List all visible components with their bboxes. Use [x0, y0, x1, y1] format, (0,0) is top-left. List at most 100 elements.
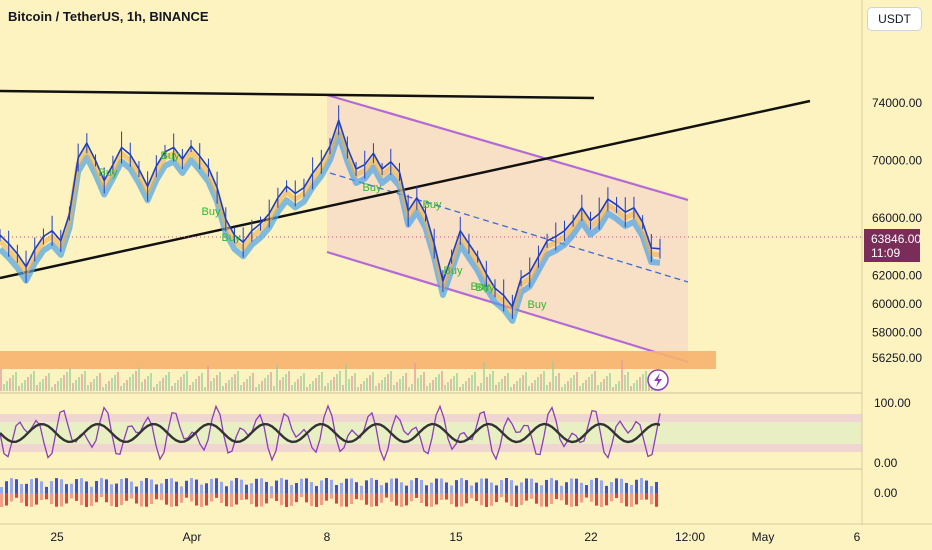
volume-bar — [102, 387, 104, 391]
volume-bar — [546, 385, 548, 391]
histogram-bar-up — [585, 485, 588, 493]
histogram-bar-up — [550, 478, 553, 493]
volume-bar — [447, 382, 449, 391]
volume-bar — [93, 379, 95, 391]
volume-bar — [507, 373, 509, 391]
volume-bar — [465, 381, 467, 391]
histogram-bar-down — [520, 493, 523, 505]
volume-bar — [9, 378, 11, 391]
histogram-bar-up — [195, 479, 198, 493]
volume-bar — [144, 379, 146, 391]
histogram-bar-up — [75, 479, 78, 493]
histogram-bar-up — [490, 482, 493, 493]
volume-bar — [51, 387, 53, 391]
last-price-tag[interactable]: 63846.00 11:09 — [864, 229, 921, 262]
histogram-bar-down — [555, 493, 558, 500]
histogram-bar-down — [295, 493, 298, 503]
volume-bar — [273, 386, 275, 391]
volume-bar — [135, 371, 137, 391]
channel-upper-line[interactable] — [326, 93, 689, 202]
oscillator-line[interactable] — [0, 404, 661, 462]
histogram-bar-down — [25, 493, 28, 507]
volume-bar — [297, 379, 299, 391]
hist-tick-0: 0.00 — [874, 486, 898, 500]
time-tick-label: Apr — [183, 530, 202, 544]
volume-bar — [600, 382, 602, 391]
candle-wicks — [0, 105, 661, 319]
currency-button[interactable]: USDT — [867, 7, 922, 31]
histogram-bar-down — [310, 493, 313, 506]
channel-median-line[interactable] — [329, 172, 689, 283]
volume-bar — [147, 376, 149, 391]
oscillator-signal-line[interactable] — [0, 422, 661, 444]
volume-bar — [468, 378, 470, 391]
histogram-bar-up — [215, 478, 218, 493]
volume-bar — [165, 375, 167, 391]
histogram-bar-down — [415, 493, 418, 498]
support-trend-line[interactable] — [0, 99, 811, 280]
volume-bar — [240, 385, 242, 391]
histogram — [0, 478, 658, 507]
resistance-trend-line[interactable] — [0, 89, 595, 100]
histogram-bar-up — [165, 478, 168, 493]
histogram-bar-up — [530, 478, 533, 493]
histogram-bar-up — [385, 482, 388, 493]
price-tick-label: 60000.00 — [872, 297, 922, 311]
volume-bar — [444, 385, 446, 391]
histogram-bar-down — [365, 493, 368, 505]
time-tick-label: 12:00 — [675, 530, 705, 544]
histogram-bar-up — [170, 478, 173, 493]
volume-bar — [513, 384, 515, 391]
histogram-bar-down — [265, 493, 268, 504]
histogram-bar-down — [490, 493, 493, 506]
histogram-bar-down — [70, 493, 73, 499]
volume-bar — [597, 385, 599, 391]
volume-bar — [471, 375, 473, 391]
volume-bar — [393, 385, 395, 391]
histogram-bar-up — [335, 485, 338, 493]
histogram-bar-down — [650, 493, 653, 505]
volume-bar — [228, 380, 230, 391]
histogram-bar-up — [240, 479, 243, 493]
histogram-bar-up — [560, 485, 563, 493]
volume-bar — [528, 386, 530, 391]
volume-bar — [264, 378, 266, 391]
histogram-bar-up — [630, 484, 633, 493]
histogram-bar-up — [450, 485, 453, 493]
histogram-bar-up — [270, 486, 273, 493]
volume-bar — [504, 376, 506, 391]
volume-bar — [390, 371, 392, 391]
histogram-bar-up — [45, 486, 48, 493]
volume-bar — [180, 377, 182, 391]
price-tick-label: 74000.00 — [872, 96, 922, 110]
histogram-bar-down — [480, 493, 483, 506]
buy-signal-label: Buy — [528, 299, 547, 311]
buy-signal-label: Buy — [444, 265, 463, 277]
volume-bar — [636, 380, 638, 391]
support-zone[interactable] — [0, 351, 716, 369]
time-axis[interactable]: 25 Apr 8 15 22 12:00 May 6 — [50, 530, 860, 544]
histogram-bar-up — [355, 482, 358, 493]
histogram-bar-up — [20, 483, 23, 493]
histogram-bar-down — [65, 493, 68, 504]
volume-bar — [321, 372, 323, 391]
volume-bar — [432, 380, 434, 391]
volume-bar — [573, 375, 575, 391]
histogram-bar-down — [590, 493, 593, 502]
volume-bar — [324, 386, 326, 391]
volume-bar — [3, 384, 5, 391]
histogram-bar-up — [310, 482, 313, 493]
histogram-bar-down — [635, 493, 638, 505]
histogram-bar-down — [240, 493, 243, 500]
volume-bar — [558, 373, 560, 391]
histogram-bar-up — [225, 486, 228, 493]
price-axis[interactable]: 74000.00 70000.00 66000.00 62000.00 60000.00… — [872, 96, 922, 365]
histogram-bar-up — [415, 478, 418, 493]
volume-bar — [105, 384, 107, 391]
histogram-bar-up — [400, 482, 403, 493]
volume-bar — [492, 371, 494, 391]
histogram-bar-up — [300, 478, 303, 493]
volume-bar — [132, 374, 134, 391]
